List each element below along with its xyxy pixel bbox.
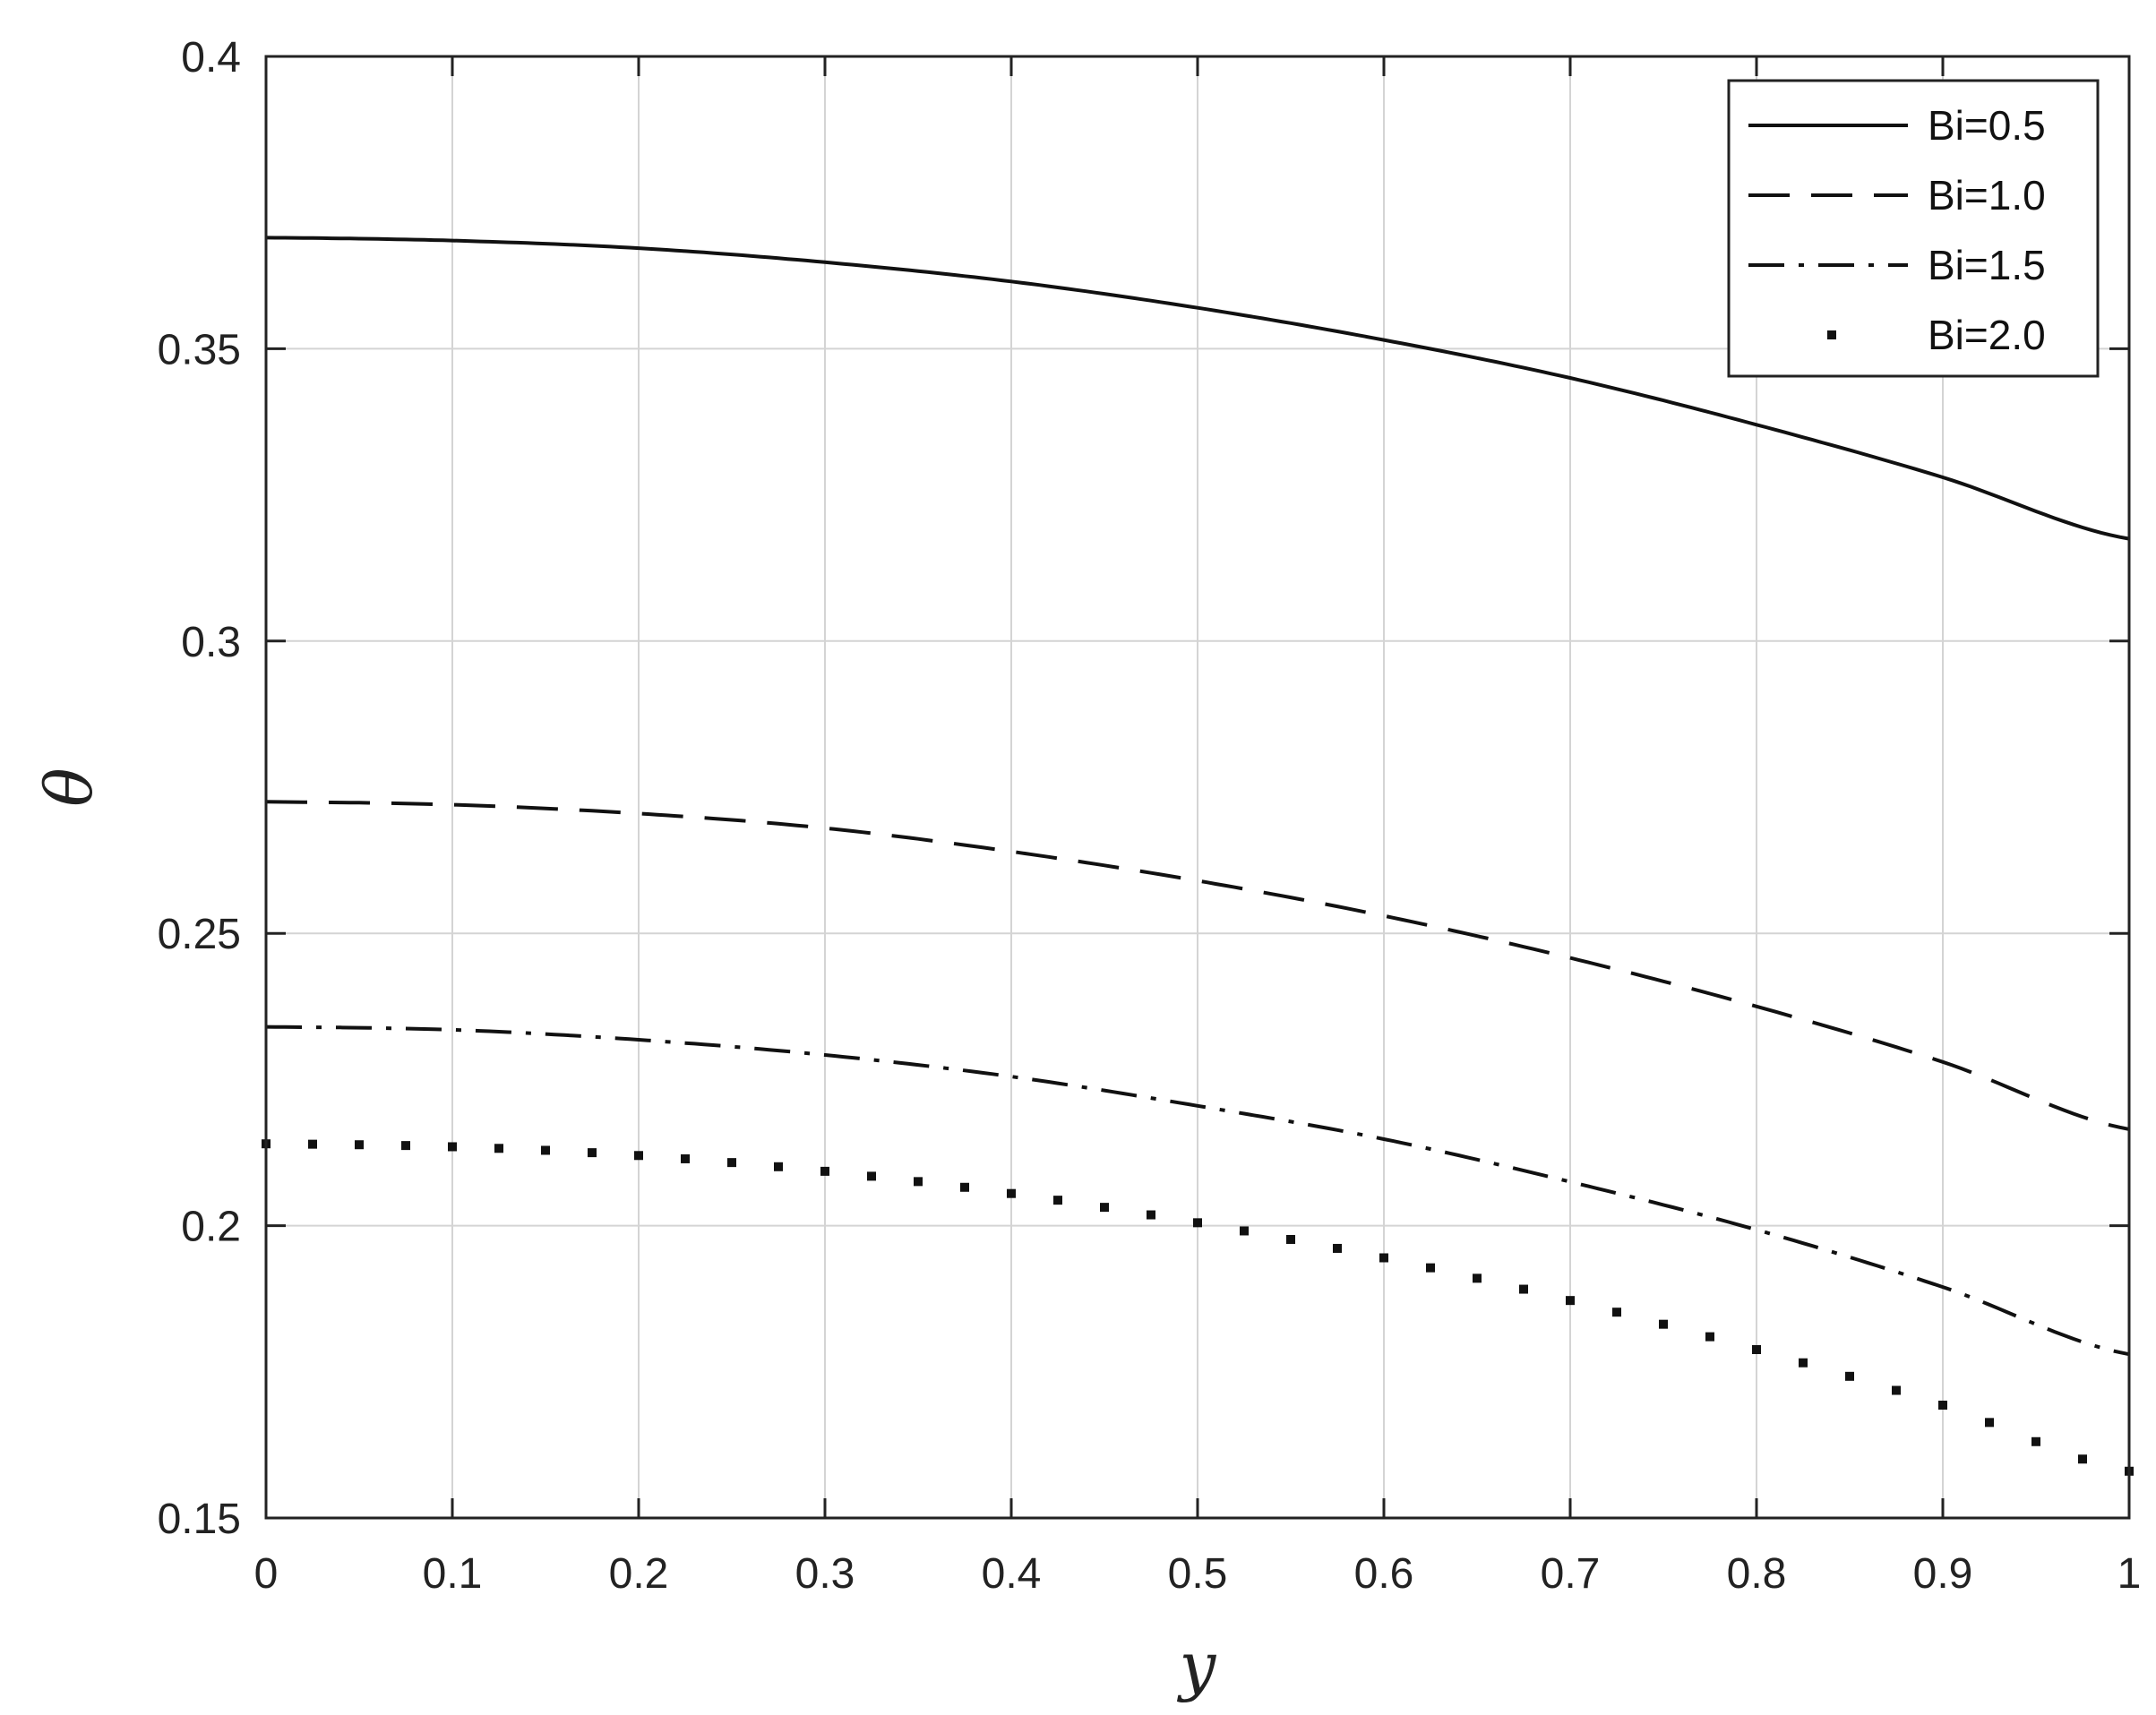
series-4-point (634, 1151, 643, 1161)
y-tick-label: 0.3 (181, 619, 241, 666)
series-4-point (820, 1166, 829, 1176)
x-tick-label: 0.4 (982, 1550, 1042, 1598)
x-tick-label: 0.8 (1727, 1550, 1787, 1598)
series-4-point (1240, 1226, 1249, 1236)
y-tick-label: 0.4 (181, 34, 241, 81)
series-4-point (1985, 1418, 1994, 1428)
series-4-point (1612, 1308, 1621, 1317)
series-4-point (448, 1142, 457, 1152)
series-4-point (1799, 1358, 1808, 1368)
series-4-point (2078, 1454, 2087, 1464)
series-4-point (1566, 1296, 1575, 1306)
x-axis-label: y (1177, 1628, 1217, 1703)
series-4-point (1007, 1188, 1016, 1198)
series-1-line (265, 236, 2130, 541)
series-4-point (355, 1140, 364, 1150)
x-tick-label: 0.2 (609, 1550, 669, 1598)
axis-ticks (264, 55, 2131, 1520)
series-4-point (1053, 1196, 1062, 1205)
x-tick-label: 0.9 (1913, 1550, 1973, 1598)
series-4-point (1147, 1210, 1155, 1220)
series-4-point (1286, 1234, 1295, 1244)
legend: Bi=0.5 Bi=1.0 Bi=1.5 Bi=2.0 (1727, 79, 2100, 378)
series-4-point (494, 1144, 503, 1153)
legend-label-3: Bi=1.5 (1928, 242, 2046, 288)
series-4-point (960, 1182, 969, 1192)
series-4-point (774, 1162, 783, 1171)
y-axis-label: θ (31, 767, 107, 806)
series-4-point (1100, 1203, 1109, 1213)
series-4-point (541, 1145, 550, 1155)
legend-label-4: Bi=2.0 (1928, 312, 2046, 358)
series-4-point (1938, 1401, 1947, 1411)
series-4-point (1659, 1319, 1668, 1329)
series-4-point (1333, 1243, 1342, 1253)
y-tick-label: 0.15 (158, 1496, 241, 1543)
series-4-point (401, 1141, 410, 1151)
series-4-point (1519, 1284, 1528, 1294)
series-2-line (265, 800, 2130, 1131)
x-tick-label: 0.7 (1541, 1550, 1601, 1598)
series-4-point (1193, 1218, 1202, 1228)
legend-label-1: Bi=0.5 (1928, 102, 2046, 149)
series-4-point (914, 1177, 923, 1187)
y-tick-labels: 0.15 0.2 0.25 0.3 0.35 0.4 (158, 34, 241, 1543)
series-4-point (867, 1171, 876, 1181)
series-4-dots (262, 1139, 2134, 1476)
series-4-point (1705, 1332, 1714, 1342)
x-tick-label: 0.3 (795, 1550, 855, 1598)
x-tick-label: 0.1 (423, 1550, 483, 1598)
x-tick-label: 1 (2117, 1550, 2142, 1598)
series-4-point (1426, 1263, 1435, 1273)
series-4-point (727, 1158, 736, 1168)
x-tick-label: 0 (254, 1550, 279, 1598)
y-tick-label: 0.35 (158, 326, 241, 373)
series-4-point (2031, 1436, 2040, 1446)
x-tick-label: 0.5 (1168, 1550, 1228, 1598)
series-4-point (1379, 1253, 1388, 1263)
series-4-point (308, 1139, 317, 1149)
x-tick-labels: 0 0.1 0.2 0.3 0.4 0.5 0.6 0.7 0.8 0.9 1 (254, 1550, 2142, 1598)
series-4-point (681, 1153, 690, 1163)
series-4-point (1752, 1344, 1761, 1354)
series-4-point (588, 1148, 597, 1158)
x-tick-label: 0.6 (1354, 1550, 1414, 1598)
legend-label-2: Bi=1.0 (1928, 172, 2046, 219)
y-tick-label: 0.25 (158, 911, 241, 958)
plot-series (262, 236, 2134, 1476)
series-3-line (265, 1025, 2130, 1357)
series-4-point (1473, 1273, 1482, 1283)
series-4-point (1845, 1371, 1854, 1381)
y-tick-label: 0.2 (181, 1204, 241, 1251)
series-4-point (1892, 1385, 1901, 1395)
legend-swatch-4 (1827, 330, 1836, 339)
legend-box (1727, 79, 2100, 378)
